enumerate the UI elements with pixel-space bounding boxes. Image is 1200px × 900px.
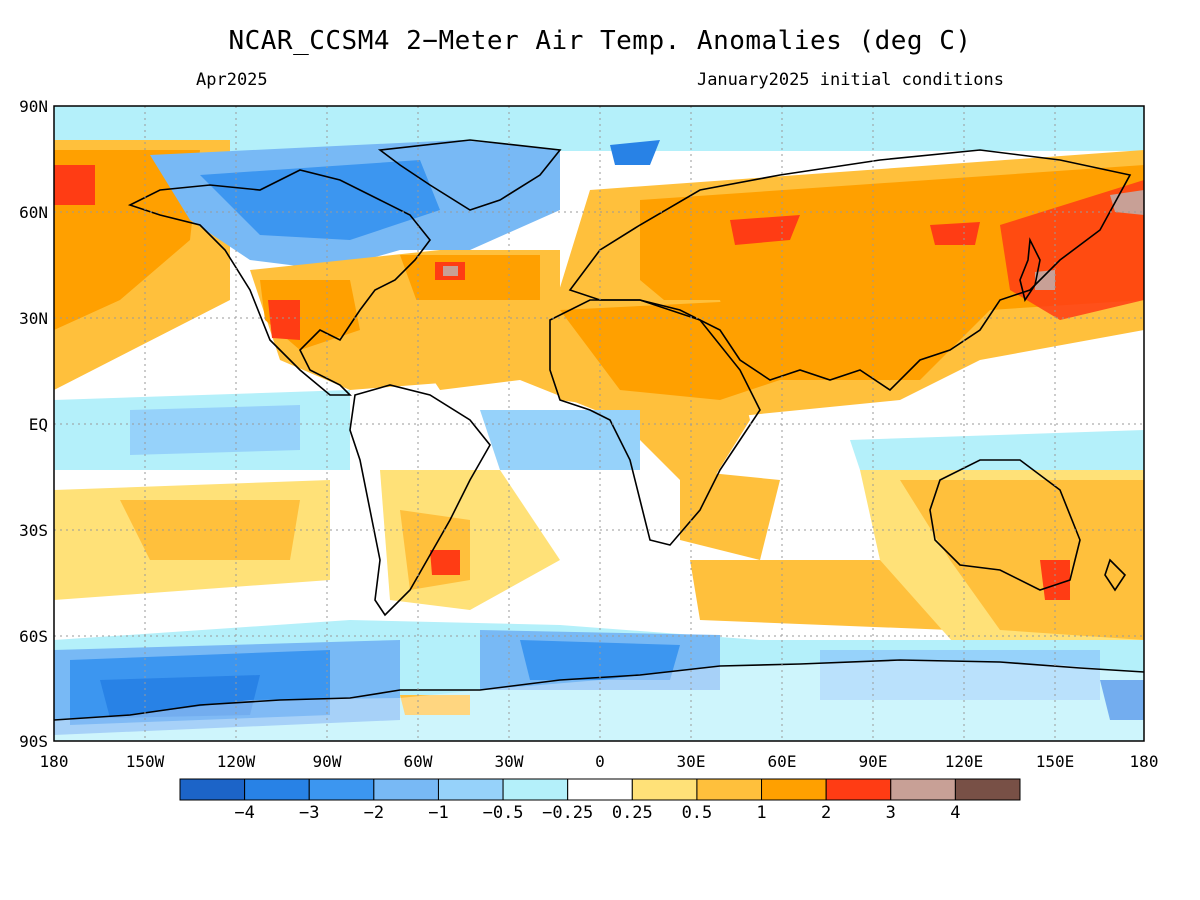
colorbar-label: 3 (886, 803, 896, 823)
lat-label: 90N (19, 97, 48, 116)
colorbar-label: −0.25 (542, 803, 593, 823)
map-frame (53, 105, 1145, 742)
colorbar-swatch (179, 778, 246, 801)
init-conditions-label: January2025 initial conditions (696, 70, 1004, 90)
lon-label: 0 (595, 752, 605, 771)
colorbar-label: 4 (950, 803, 960, 823)
lat-label: 90S (19, 732, 48, 751)
colorbar-label: −1 (428, 803, 448, 823)
lat-label: 30N (19, 309, 48, 328)
lon-label: 180 (40, 752, 69, 771)
lon-label: 180 (1130, 752, 1159, 771)
valid-month-label: Apr2025 (196, 70, 268, 90)
colorbar-label: 0.5 (682, 803, 713, 823)
lat-label: EQ (29, 415, 48, 434)
colorbar-swatch (567, 778, 633, 801)
colorbar: −4 −3 −2 −1 −0.5 −0.25 0.25 0.5 1 2 3 4 (179, 778, 1021, 823)
colorbar-swatch (437, 778, 504, 801)
colorbar-swatch (954, 778, 1021, 801)
grid-lines (54, 106, 1144, 741)
colorbar-label: 2 (821, 803, 831, 823)
south-america-coast (349, 384, 491, 617)
lon-label: 30W (495, 752, 524, 771)
lat-label: 60S (19, 627, 48, 646)
lon-label: 60E (768, 752, 797, 771)
colorbar-swatch (308, 778, 375, 801)
japan-coast (1019, 237, 1041, 302)
colorbar-swatch (761, 778, 827, 801)
lon-label: 120E (945, 752, 984, 771)
eurasia-coast (568, 149, 1132, 392)
lon-label: 150E (1036, 752, 1075, 771)
lat-label: 30S (19, 521, 48, 540)
colorbar-swatch (244, 778, 310, 801)
australia-coast (929, 459, 1081, 591)
lon-label: 60W (404, 752, 433, 771)
nz-coast (1104, 558, 1127, 592)
lat-axis: 90N 60N 30N EQ 30S 60S 90S (19, 97, 48, 751)
colorbar-label: −4 (234, 803, 254, 823)
lon-label: 90E (859, 752, 888, 771)
lat-label: 60N (19, 203, 48, 222)
greenland-coast (377, 139, 562, 211)
colorbar-label: 1 (756, 803, 766, 823)
colorbar-swatch (825, 778, 892, 801)
colorbar-label: −3 (299, 803, 319, 823)
lon-axis: 180 150W 120W 90W 60W 30W 0 30E 60E 90E … (40, 752, 1159, 771)
colorbar-swatch (890, 778, 956, 801)
lon-label: 120W (217, 752, 256, 771)
map-title: NCAR_CCSM4 2−Meter Air Temp. Anomalies (… (228, 26, 972, 56)
anomaly-field (54, 106, 1144, 741)
colorbar-label: −2 (364, 803, 384, 823)
antarctica-coast (54, 659, 1144, 721)
africa-coast (549, 299, 761, 546)
colorbar-label: −0.5 (483, 803, 524, 823)
lon-label: 150W (126, 752, 165, 771)
coastlines (54, 139, 1144, 721)
lon-label: 90W (313, 752, 342, 771)
lon-label: 30E (677, 752, 706, 771)
colorbar-label: 0.25 (612, 803, 653, 823)
colorbar-swatch (502, 778, 569, 801)
colorbar-swatch (631, 778, 698, 801)
colorbar-swatch (696, 778, 763, 801)
north-america-coast (127, 169, 432, 396)
colorbar-swatch (373, 778, 439, 801)
